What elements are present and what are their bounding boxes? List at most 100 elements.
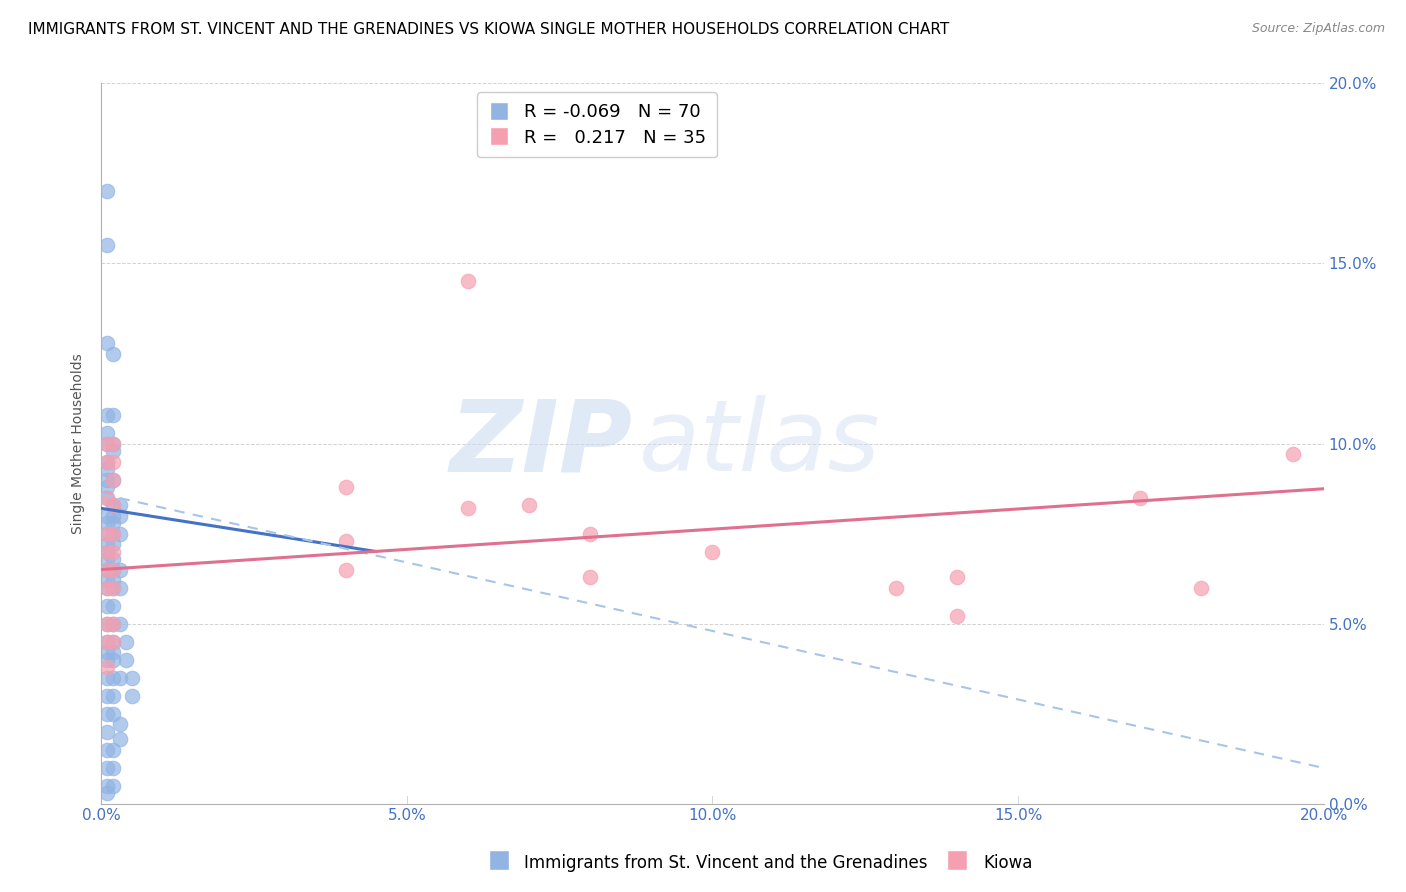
Point <box>96 238 118 252</box>
Point <box>103 689 125 703</box>
Point <box>103 436 125 450</box>
Point <box>114 634 136 648</box>
Point <box>121 671 143 685</box>
Point <box>103 581 125 595</box>
Point <box>96 544 118 558</box>
Point <box>96 480 118 494</box>
Point <box>579 526 602 541</box>
Text: ZIP: ZIP <box>450 395 633 492</box>
Point <box>103 634 125 648</box>
Point <box>96 436 118 450</box>
Point <box>1282 447 1305 461</box>
Y-axis label: Single Mother Households: Single Mother Households <box>72 353 86 534</box>
Point <box>108 616 131 631</box>
Point <box>96 491 118 505</box>
Point <box>103 761 125 775</box>
Point <box>96 786 118 800</box>
Point <box>96 652 118 666</box>
Point <box>108 526 131 541</box>
Point <box>884 581 907 595</box>
Point <box>96 544 118 558</box>
Point <box>1191 581 1213 595</box>
Point <box>96 425 118 440</box>
Point <box>96 634 118 648</box>
Point <box>96 671 118 685</box>
Point <box>96 526 118 541</box>
Point <box>103 634 125 648</box>
Point <box>96 645 118 659</box>
Point <box>103 616 125 631</box>
Point <box>96 660 118 674</box>
Point <box>103 526 125 541</box>
Point <box>96 616 118 631</box>
Point <box>946 609 969 624</box>
Point <box>103 563 125 577</box>
Point <box>103 706 125 721</box>
Point <box>579 570 602 584</box>
Point <box>103 671 125 685</box>
Point <box>103 616 125 631</box>
Point <box>103 473 125 487</box>
Point <box>103 652 125 666</box>
Point <box>96 724 118 739</box>
Point <box>103 408 125 422</box>
Point <box>108 498 131 512</box>
Point <box>96 599 118 613</box>
Point <box>103 599 125 613</box>
Point <box>96 408 118 422</box>
Point <box>96 508 118 523</box>
Point <box>103 779 125 793</box>
Point <box>103 473 125 487</box>
Point <box>96 581 118 595</box>
Point <box>946 570 969 584</box>
Point <box>335 480 357 494</box>
Point <box>108 731 131 746</box>
Point <box>702 544 724 558</box>
Point <box>103 443 125 458</box>
Legend: Immigrants from St. Vincent and the Grenadines, Kiowa: Immigrants from St. Vincent and the Gren… <box>479 846 1039 880</box>
Point <box>96 706 118 721</box>
Point <box>103 498 125 512</box>
Point <box>96 454 118 468</box>
Point <box>96 436 118 450</box>
Point <box>96 563 118 577</box>
Point <box>96 473 118 487</box>
Point <box>103 645 125 659</box>
Point <box>96 563 118 577</box>
Point <box>96 491 118 505</box>
Point <box>103 551 125 566</box>
Point <box>103 508 125 523</box>
Point <box>96 574 118 588</box>
Point <box>108 671 131 685</box>
Point <box>103 516 125 530</box>
Point <box>103 498 125 512</box>
Point <box>103 574 125 588</box>
Point <box>108 508 131 523</box>
Point <box>96 461 118 475</box>
Point <box>96 185 118 199</box>
Point <box>96 742 118 756</box>
Point <box>103 537 125 551</box>
Point <box>335 563 357 577</box>
Text: IMMIGRANTS FROM ST. VINCENT AND THE GRENADINES VS KIOWA SINGLE MOTHER HOUSEHOLDS: IMMIGRANTS FROM ST. VINCENT AND THE GREN… <box>28 22 949 37</box>
Point <box>457 275 479 289</box>
Point <box>103 544 125 558</box>
Point <box>335 533 357 548</box>
Point <box>96 634 118 648</box>
Point <box>96 761 118 775</box>
Point <box>96 454 118 468</box>
Point <box>103 581 125 595</box>
Point <box>96 335 118 350</box>
Point <box>96 689 118 703</box>
Point <box>103 563 125 577</box>
Text: Source: ZipAtlas.com: Source: ZipAtlas.com <box>1251 22 1385 36</box>
Text: atlas: atlas <box>640 395 880 492</box>
Point <box>96 537 118 551</box>
Point <box>103 526 125 541</box>
Legend: R = -0.069   N = 70, R =   0.217   N = 35: R = -0.069 N = 70, R = 0.217 N = 35 <box>477 93 717 157</box>
Point <box>108 717 131 731</box>
Point <box>103 454 125 468</box>
Point <box>96 779 118 793</box>
Point <box>457 501 479 516</box>
Point <box>103 436 125 450</box>
